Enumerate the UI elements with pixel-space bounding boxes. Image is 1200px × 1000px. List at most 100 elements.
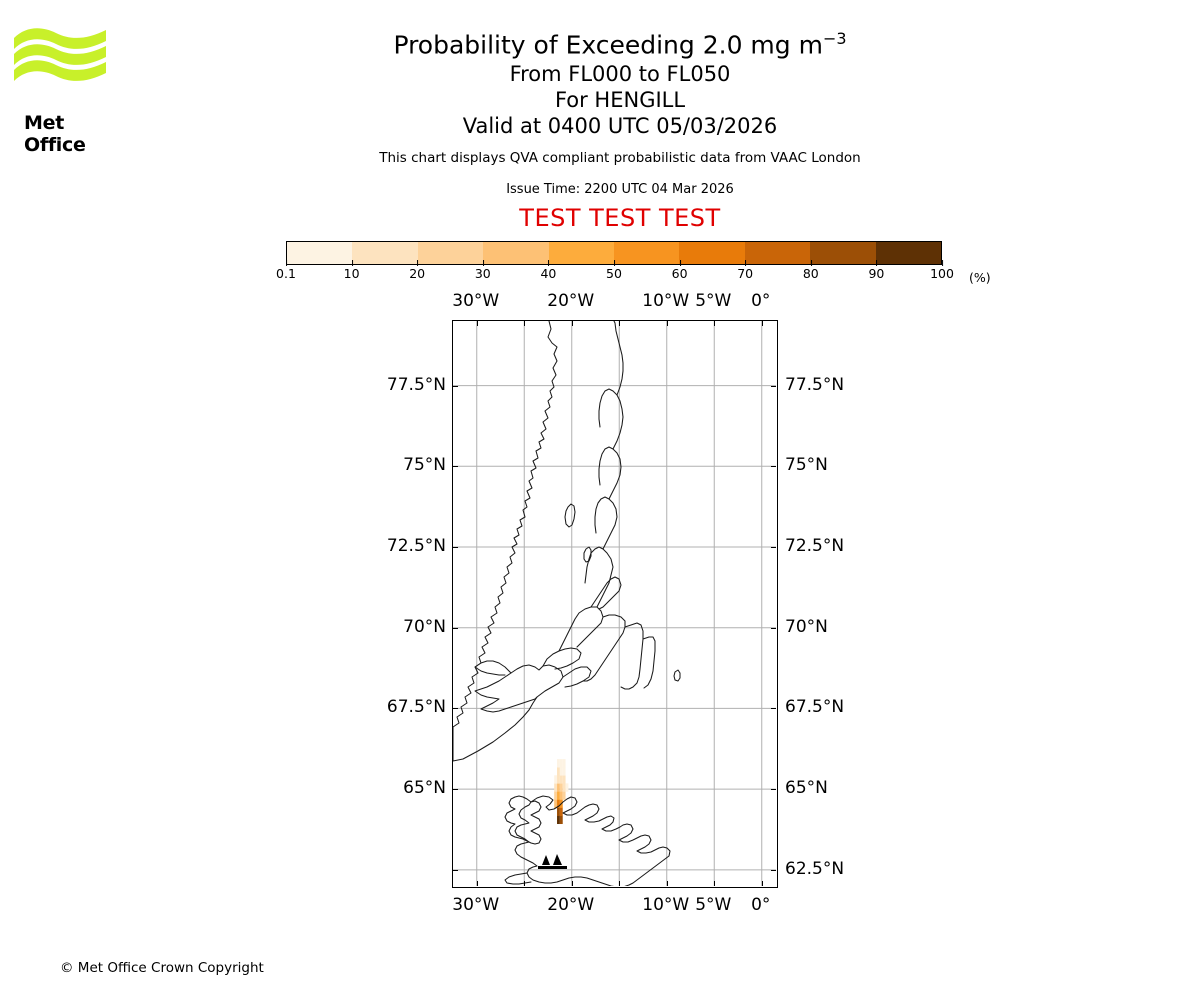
- colorbar-band-1: [352, 242, 418, 264]
- coastlines: [453, 321, 681, 886]
- colorbar-tick-mark: [417, 260, 419, 266]
- plume-cell: [557, 759, 560, 768]
- colorbar-unit-label: (%): [969, 270, 991, 285]
- plume-cell: [559, 791, 563, 800]
- map-canvas: [453, 321, 776, 886]
- plume-cell: [554, 775, 558, 784]
- colorbar-tick-mark: [548, 260, 550, 266]
- axis-right-label-67.5°N: 67.5°N: [785, 697, 845, 718]
- colorbar-tick-mark: [614, 260, 615, 266]
- axis-tick-mark: [771, 627, 776, 629]
- axis-tick-mark: [476, 321, 478, 326]
- colorbar-tick-mark: [351, 260, 353, 266]
- map-plot-area[interactable]: [452, 320, 778, 888]
- axis-tick-mark: [453, 789, 458, 791]
- axis-tick-mark: [714, 881, 716, 886]
- copyright-notice: © Met Office Crown Copyright: [60, 960, 264, 976]
- colorbar-band-2: [417, 242, 484, 264]
- colorbar-tick-mark: [679, 260, 681, 266]
- title-volcano-name: For HENGILL: [554, 88, 686, 113]
- plume-cell: [562, 759, 566, 768]
- axis-tick-mark: [524, 321, 526, 326]
- colorbar-band-9: [875, 242, 942, 264]
- volcano-marker: [538, 854, 567, 869]
- colorbar-tick-mark: [745, 260, 747, 266]
- axis-right-label-65°N: 65°N: [785, 778, 828, 799]
- axis-bottom-label-20°W: 20°W: [547, 895, 595, 915]
- axis-tick-mark: [666, 321, 668, 326]
- colorbar-tick-90: 90: [868, 260, 884, 281]
- axis-tick-mark: [476, 881, 478, 886]
- plume-cell: [554, 799, 558, 808]
- axis-tick-mark: [453, 627, 458, 629]
- plume-cell: [557, 799, 560, 808]
- axis-tick-mark: [619, 881, 621, 886]
- axis-top-label-30°W: 30°W: [452, 291, 500, 311]
- plume-cell: [557, 791, 560, 800]
- axis-left-label-67.5°N: 67.5°N: [386, 697, 446, 718]
- axis-right-label-77.5°N: 77.5°N: [785, 374, 845, 395]
- met-office-logo: Met Office: [12, 24, 122, 156]
- colorbar-band-5: [614, 242, 680, 264]
- axis-tick-mark: [761, 321, 763, 326]
- page-title: Probability of Exceeding 2.0 mg m−3: [240, 22, 1000, 61]
- axis-tick-mark: [453, 547, 458, 548]
- colorbar-tick-40: 40: [540, 260, 556, 281]
- page-title-exponent: −3: [822, 29, 847, 48]
- colorbar-tick-30: 30: [475, 260, 491, 281]
- plume-cell: [562, 767, 566, 776]
- axis-right-label-75°N: 75°N: [785, 455, 828, 476]
- colorbar-band-6: [679, 242, 745, 264]
- axis-bottom-label-10°W: 10°W: [642, 895, 690, 915]
- axis-top-label-5°W: 5°W: [695, 291, 732, 311]
- axis-bottom-label-0°: 0°: [751, 895, 771, 915]
- colorbar-tick-100: 100: [930, 260, 954, 281]
- plume-cell: [557, 807, 560, 816]
- axis-right-label-62.5°N: 62.5°N: [785, 858, 845, 879]
- axis-tick-mark: [524, 881, 526, 886]
- met-office-logo-text: Met Office: [24, 112, 86, 156]
- axis-right-label-70°N: 70°N: [785, 616, 828, 637]
- title-flight-levels: From FL000 to FL050: [509, 62, 731, 87]
- axis-tick-mark: [619, 321, 621, 326]
- colorbar-tick-70: 70: [737, 260, 753, 281]
- colorbar-tick-50: 50: [606, 260, 622, 281]
- page-title-text: Probability of Exceeding 2.0 mg m: [393, 30, 823, 60]
- issue-time-label: Issue Time: 2200 UTC 04 Mar 2026: [506, 182, 734, 198]
- axis-tick-mark: [571, 881, 573, 886]
- axis-tick-mark: [453, 466, 458, 468]
- axis-tick-mark: [771, 869, 776, 871]
- axis-left-label-65°N: 65°N: [403, 778, 446, 799]
- chart-description-note: This chart displays QVA compliant probab…: [379, 150, 861, 167]
- plume-cell: [557, 775, 560, 784]
- axis-left-label-77.5°N: 77.5°N: [386, 374, 446, 395]
- axis-tick-mark: [761, 881, 763, 886]
- colorbar-tick-mark: [941, 260, 943, 266]
- colorbar-band-4: [548, 242, 615, 264]
- colorbar-tick-mark: [482, 260, 484, 266]
- axis-tick-mark: [771, 789, 776, 791]
- axis-right-label-72.5°N: 72.5°N: [785, 536, 845, 556]
- colorbar-band-0: [287, 242, 353, 264]
- colorbar-band-7: [744, 242, 811, 264]
- title-block: Probability of Exceeding 2.0 mg m−3 From…: [240, 22, 1000, 232]
- axis-tick-mark: [453, 869, 458, 871]
- axis-tick-mark: [771, 385, 776, 387]
- colorbar-tick-20: 20: [409, 260, 425, 281]
- axis-tick-mark: [571, 321, 573, 326]
- colorbar: [286, 241, 942, 265]
- plume-cell: [562, 775, 566, 784]
- axis-tick-mark: [714, 321, 716, 326]
- map-gridlines: [453, 321, 776, 886]
- plume-cell: [562, 791, 566, 800]
- plume-cell: [559, 775, 563, 784]
- plume-cell: [559, 807, 563, 816]
- plume-cell: [557, 767, 560, 776]
- plume-cell: [559, 783, 563, 792]
- colorbar-tick-labels: 0.1 10 20 30 40 50 60 70 80 90 100: [276, 260, 954, 284]
- plume-cell: [559, 759, 563, 768]
- colorbar-tick-mark: [810, 260, 812, 266]
- colorbar-tick-mark: [285, 260, 287, 266]
- test-banner: TEST TEST TEST: [519, 204, 721, 233]
